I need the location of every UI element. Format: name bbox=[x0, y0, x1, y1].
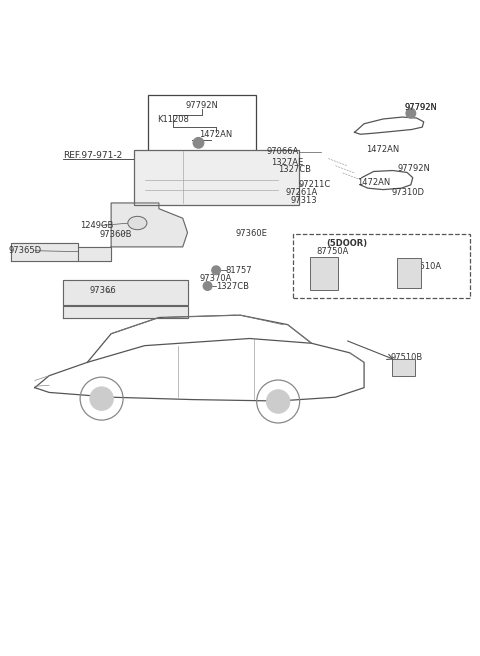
Text: 1472AN: 1472AN bbox=[200, 131, 233, 139]
FancyBboxPatch shape bbox=[396, 258, 421, 289]
Text: (5DOOR): (5DOOR) bbox=[326, 239, 367, 247]
Circle shape bbox=[406, 108, 416, 118]
Text: 1472AN: 1472AN bbox=[357, 178, 390, 187]
Text: 97792N: 97792N bbox=[397, 163, 431, 173]
Text: K11208: K11208 bbox=[157, 115, 189, 124]
Text: 97360E: 97360E bbox=[235, 228, 267, 237]
Text: 97510B: 97510B bbox=[390, 353, 422, 362]
FancyBboxPatch shape bbox=[148, 95, 256, 153]
FancyBboxPatch shape bbox=[133, 150, 299, 205]
Text: 1327AE: 1327AE bbox=[271, 158, 303, 167]
Circle shape bbox=[193, 138, 204, 148]
Polygon shape bbox=[78, 247, 111, 261]
Text: 97366: 97366 bbox=[90, 286, 117, 295]
Text: 97261A: 97261A bbox=[285, 188, 318, 197]
Text: 87750A: 87750A bbox=[316, 247, 349, 256]
Circle shape bbox=[203, 281, 212, 291]
Text: 1327CB: 1327CB bbox=[216, 281, 249, 291]
Text: 97360B: 97360B bbox=[99, 230, 132, 239]
FancyBboxPatch shape bbox=[392, 359, 415, 376]
FancyBboxPatch shape bbox=[293, 234, 470, 298]
Text: 1249GB: 1249GB bbox=[80, 221, 113, 230]
Text: 97310D: 97310D bbox=[392, 188, 425, 197]
Text: 97211C: 97211C bbox=[298, 180, 330, 190]
Circle shape bbox=[90, 387, 113, 411]
Text: 97313: 97313 bbox=[290, 195, 317, 205]
Text: REF.97-971-2: REF.97-971-2 bbox=[63, 151, 123, 160]
Text: 97365D: 97365D bbox=[9, 246, 42, 255]
Polygon shape bbox=[111, 203, 188, 247]
Polygon shape bbox=[11, 243, 78, 261]
Polygon shape bbox=[63, 280, 188, 305]
FancyBboxPatch shape bbox=[310, 257, 338, 290]
Text: 97370A: 97370A bbox=[199, 274, 232, 283]
Text: 97510A: 97510A bbox=[409, 262, 442, 272]
Polygon shape bbox=[63, 306, 188, 318]
Circle shape bbox=[212, 266, 220, 275]
Text: 97792N: 97792N bbox=[185, 100, 218, 110]
Text: 1327CB: 1327CB bbox=[278, 165, 311, 174]
Text: 81757: 81757 bbox=[226, 266, 252, 275]
Text: 97792N: 97792N bbox=[405, 103, 437, 112]
Text: 97792N: 97792N bbox=[405, 103, 437, 112]
Text: 1472AN: 1472AN bbox=[366, 146, 400, 155]
Circle shape bbox=[266, 390, 290, 413]
Text: 97066A: 97066A bbox=[266, 148, 299, 156]
Ellipse shape bbox=[128, 216, 147, 230]
